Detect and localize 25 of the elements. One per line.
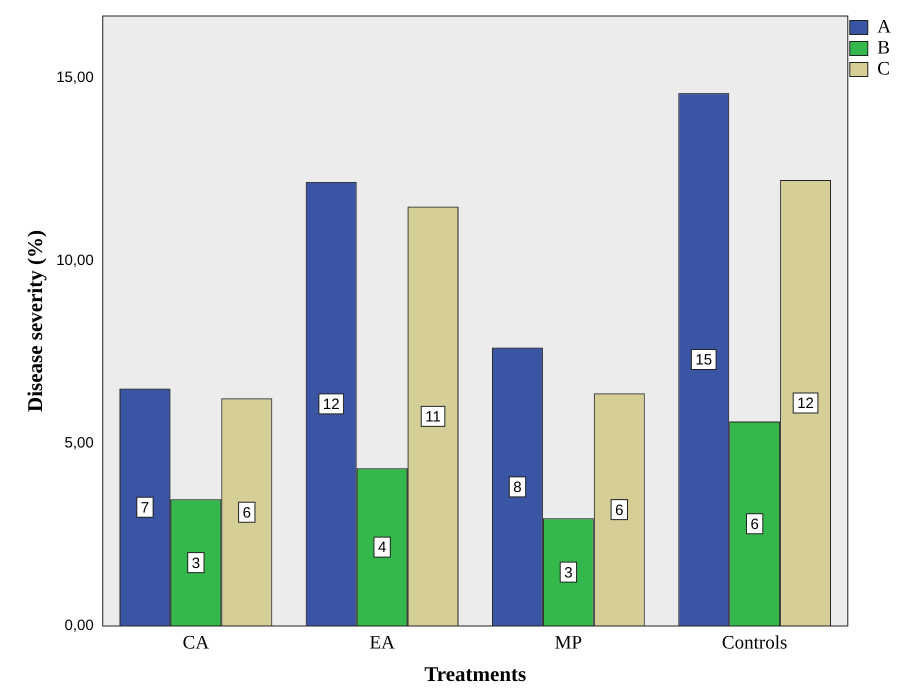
legend-label: A (877, 16, 892, 38)
data-label: 6 (615, 502, 624, 519)
legend-label: C (877, 58, 890, 80)
x-tick-label: Controls (722, 632, 788, 654)
y-tick-label: 10,00 (56, 252, 94, 269)
data-label: 6 (750, 516, 759, 533)
data-label: 6 (242, 504, 251, 522)
data-label: 7 (140, 499, 150, 516)
data-label: 11 (425, 408, 441, 426)
legend-label: B (877, 37, 890, 58)
x-tick-label: EA (369, 632, 396, 654)
x-tick-label: CA (182, 632, 210, 654)
y-tick-label: 5,00 (64, 434, 94, 452)
data-label: 4 (378, 539, 386, 556)
y-tick-label: 15,00 (56, 69, 94, 86)
y-axis-title: Disease severity (%) (23, 230, 48, 412)
y-tick-label: 0,00 (64, 617, 94, 634)
data-label: 12 (797, 395, 814, 412)
x-tick-label: MP (554, 632, 582, 654)
data-label: 8 (513, 478, 522, 496)
data-label: 12 (322, 396, 340, 414)
data-label: 3 (192, 554, 200, 572)
data-label: 3 (564, 564, 573, 582)
data-label: 15 (695, 352, 712, 369)
x-axis-title: Treatments (424, 662, 526, 686)
